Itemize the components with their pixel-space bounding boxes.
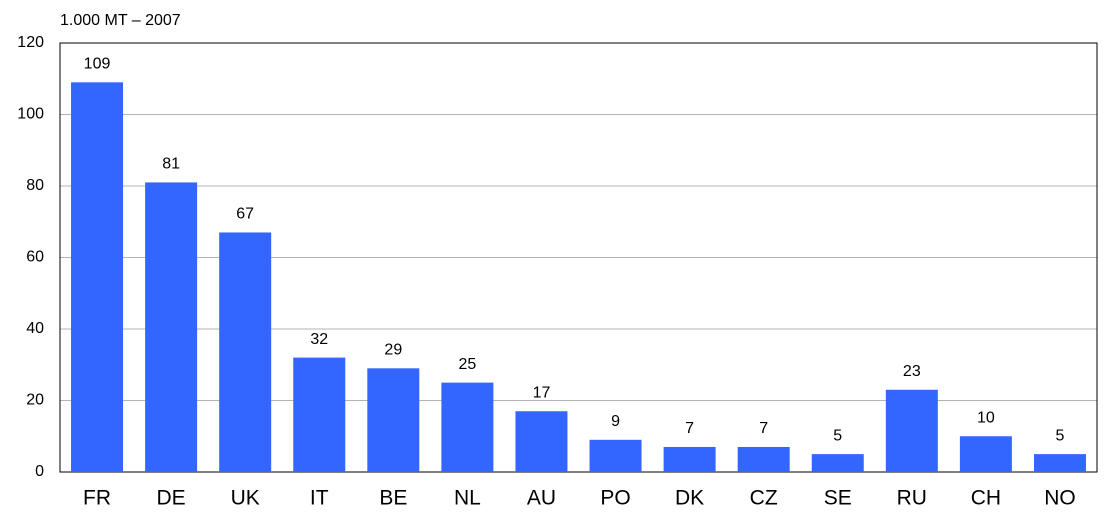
data-label: 109 <box>84 56 111 73</box>
data-label: 67 <box>236 206 254 223</box>
data-label: 29 <box>384 342 402 359</box>
bar <box>663 446 716 472</box>
bar <box>515 411 568 472</box>
bar <box>1033 454 1086 472</box>
bar <box>293 357 346 472</box>
data-label: 7 <box>759 420 768 437</box>
bar <box>589 439 642 472</box>
x-tick-label: IT <box>310 487 329 510</box>
bar <box>811 454 864 472</box>
x-tick-label: AU <box>527 487 556 510</box>
x-tick-label: NL <box>454 487 481 510</box>
x-tick-label: CZ <box>750 487 778 510</box>
data-label: 9 <box>611 413 620 430</box>
x-tick-label: FR <box>83 487 111 510</box>
bar <box>441 382 494 472</box>
bar <box>885 389 938 472</box>
data-label: 5 <box>833 427 842 444</box>
data-label: 7 <box>685 420 694 437</box>
x-tick-label: PO <box>600 487 630 510</box>
bar <box>367 368 420 472</box>
bar <box>737 446 790 472</box>
x-tick-label: BE <box>379 487 407 510</box>
data-label: 10 <box>977 409 995 426</box>
x-tick-label: CH <box>971 487 1001 510</box>
x-tick-label: RU <box>897 487 927 510</box>
x-tick-label: SE <box>824 487 852 510</box>
y-tick-label: 80 <box>26 177 44 194</box>
y-tick-label: 120 <box>17 34 44 51</box>
data-label: 5 <box>1056 427 1065 444</box>
y-tick-label: 0 <box>35 463 44 480</box>
plot-frame <box>59 42 1098 473</box>
data-label: 23 <box>903 363 921 380</box>
x-tick-label: DK <box>675 487 704 510</box>
y-tick-label: 40 <box>26 320 44 337</box>
x-tick-label: UK <box>231 487 260 510</box>
bar <box>219 232 272 472</box>
y-tick-label: 60 <box>26 249 44 266</box>
y-axis-label: 1.000 MT – 2007 <box>60 12 181 29</box>
bar <box>145 182 198 473</box>
bar <box>71 82 124 472</box>
x-tick-label: NO <box>1044 487 1076 510</box>
y-tick-label: 20 <box>26 392 44 409</box>
data-label: 25 <box>458 356 476 373</box>
data-label: 17 <box>533 384 551 401</box>
x-tick-label: DE <box>157 487 186 510</box>
y-tick-label: 100 <box>17 106 44 123</box>
data-label: 81 <box>162 156 180 173</box>
bar <box>959 436 1012 472</box>
data-label: 32 <box>310 331 328 348</box>
